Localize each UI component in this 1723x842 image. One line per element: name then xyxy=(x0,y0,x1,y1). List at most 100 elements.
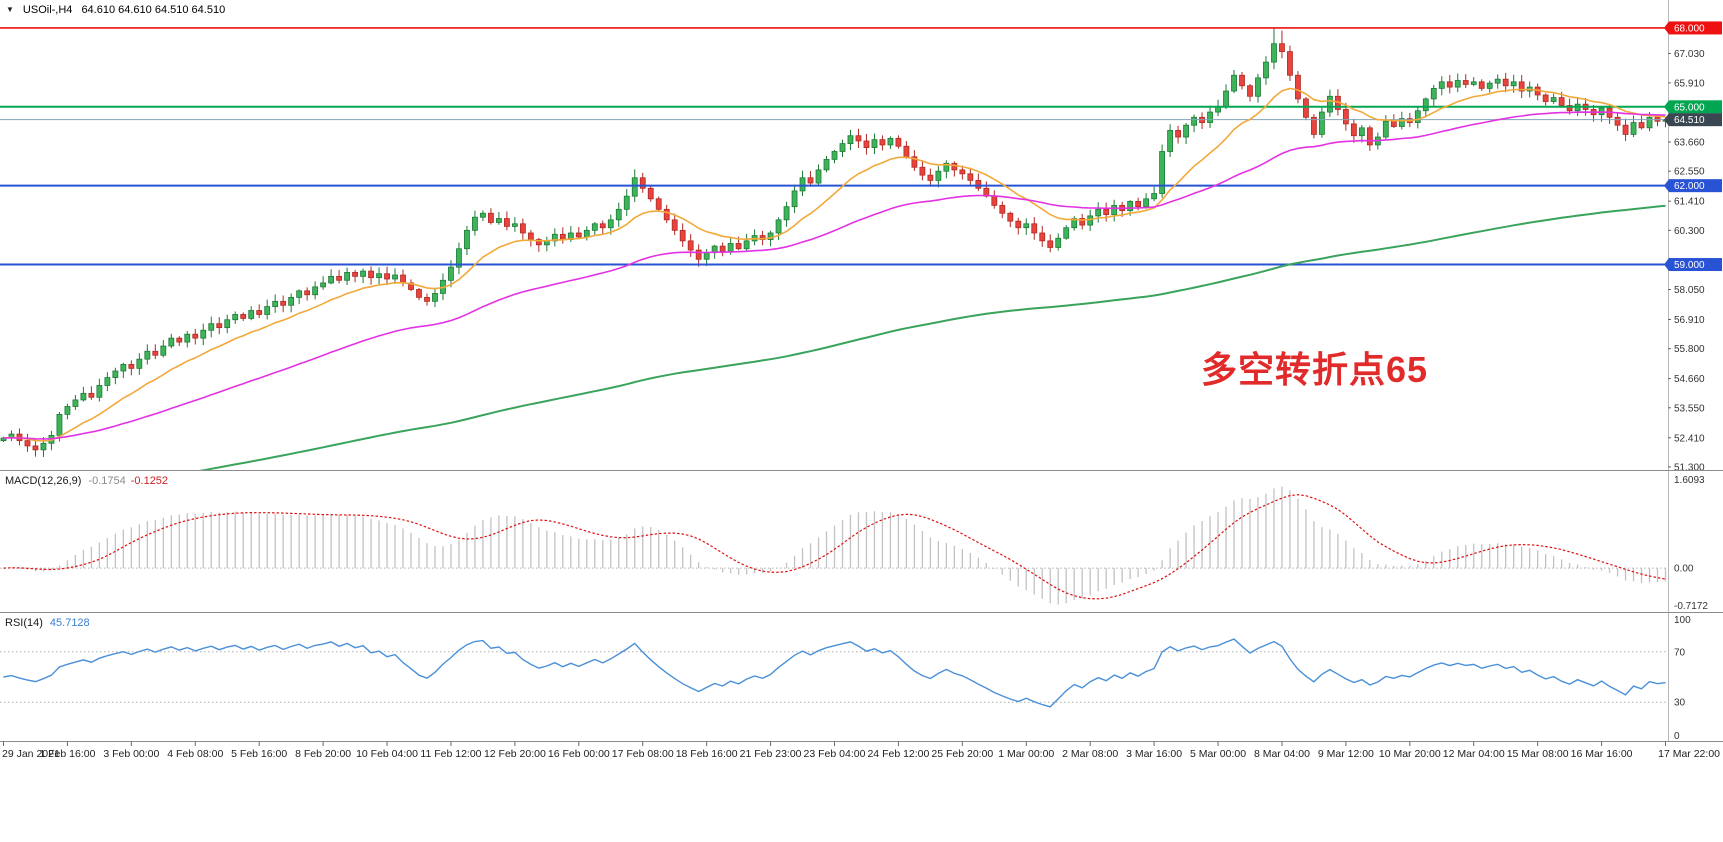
candle xyxy=(799,177,806,192)
candle xyxy=(1366,127,1373,146)
time-label: 5 Mar 00:00 xyxy=(1190,748,1246,760)
candle xyxy=(1422,98,1429,112)
candle xyxy=(1279,43,1285,52)
candle xyxy=(807,177,814,184)
candle xyxy=(1311,116,1317,135)
candle xyxy=(336,275,342,281)
price-tick-label: 60.300 xyxy=(1674,226,1705,237)
candle xyxy=(392,274,398,280)
candle xyxy=(1414,110,1421,123)
candle xyxy=(1063,227,1070,239)
moving-averages xyxy=(3,87,1666,470)
price-tick-label: 52.410 xyxy=(1674,433,1705,444)
time-label: 17 Mar 22:00 xyxy=(1658,748,1720,760)
candle xyxy=(967,173,974,181)
time-label: 3 Mar 16:00 xyxy=(1126,748,1182,760)
time-label: 16 Mar 16:00 xyxy=(1571,748,1633,760)
candle xyxy=(224,319,231,329)
candle xyxy=(1478,81,1485,89)
candle xyxy=(80,392,87,401)
candle xyxy=(160,345,167,356)
symbol-timeframe-label: USOil-,H4 xyxy=(22,4,73,16)
candle xyxy=(1207,111,1213,123)
candle xyxy=(1079,218,1086,226)
candle xyxy=(591,223,598,231)
time-label: 12 Feb 20:00 xyxy=(484,748,546,760)
candle xyxy=(368,270,374,279)
candle xyxy=(480,212,486,218)
price-tick-label: 65.910 xyxy=(1674,78,1705,89)
macd-indicator-label: MACD(12,26,9) -0.1754 -0.1252 xyxy=(5,475,168,487)
candle xyxy=(919,166,926,176)
annotation-text[interactable]: 多空转折点65 xyxy=(1201,349,1429,390)
rsi-axis-label: 70 xyxy=(1674,647,1686,658)
candle xyxy=(687,240,694,251)
candle xyxy=(488,212,494,223)
time-label: 8 Feb 20:00 xyxy=(295,748,351,760)
candle xyxy=(663,208,670,221)
macd-axis-label: 1.6093 xyxy=(1674,475,1705,486)
price-tick-label: 63.660 xyxy=(1674,138,1705,149)
candle xyxy=(208,323,215,331)
candle xyxy=(432,293,438,302)
ma-fast-line xyxy=(3,87,1666,442)
price-badge-arrow xyxy=(1664,113,1669,127)
chevron-down-icon[interactable]: ▼ xyxy=(6,5,14,14)
candle xyxy=(735,243,742,250)
candle xyxy=(1263,61,1269,79)
candle xyxy=(791,190,798,208)
price-tick-label: 61.410 xyxy=(1674,197,1705,208)
rsi-axis-label: 30 xyxy=(1674,698,1686,709)
candle xyxy=(256,310,263,315)
candle xyxy=(1350,123,1357,137)
candle xyxy=(623,195,630,210)
candle xyxy=(264,306,271,315)
rsi-indicator-label: RSI(14) 45.7128 xyxy=(5,617,90,629)
price-badge-label: 59.000 xyxy=(1674,260,1705,271)
candle xyxy=(895,137,902,147)
candle xyxy=(855,135,862,142)
candle xyxy=(1231,74,1237,92)
time-label: 8 Mar 04:00 xyxy=(1254,748,1310,760)
candle xyxy=(216,323,223,329)
price-badge xyxy=(1669,113,1722,127)
candle xyxy=(416,289,422,298)
price-axis: 67.030 65.910 63.660 62.550 61.410 60.300 58.0… xyxy=(1664,0,1722,741)
candle xyxy=(527,232,534,240)
candle xyxy=(1239,74,1245,87)
candle xyxy=(1127,201,1134,212)
candle xyxy=(384,273,390,280)
time-label: 16 Feb 00:00 xyxy=(548,748,610,760)
price-badge-label: 68.000 xyxy=(1674,23,1705,34)
macd-axis-label: 0.00 xyxy=(1674,564,1694,575)
candle xyxy=(168,337,175,347)
candle xyxy=(360,270,366,277)
candle xyxy=(120,364,127,372)
candle xyxy=(496,218,502,223)
candle xyxy=(112,370,119,378)
candle xyxy=(88,392,95,398)
candle xyxy=(352,272,358,277)
price-badge-label: 62.000 xyxy=(1674,181,1705,192)
time-label: 1 Mar 00:00 xyxy=(998,748,1054,760)
candle xyxy=(1271,43,1277,63)
candle xyxy=(743,240,750,250)
price-badge-arrow xyxy=(1664,100,1669,114)
time-label: 9 Mar 12:00 xyxy=(1318,748,1374,760)
candle xyxy=(1646,116,1653,129)
candle xyxy=(935,170,942,181)
rsi-axis-label: 0 xyxy=(1674,731,1680,742)
candle xyxy=(1151,193,1158,200)
price-badge xyxy=(1669,21,1722,35)
macd-name: MACD(12,26,9) xyxy=(5,475,82,487)
candle xyxy=(703,252,710,260)
candle xyxy=(631,177,638,197)
candle xyxy=(671,219,678,231)
candle xyxy=(1247,85,1253,97)
candle xyxy=(1614,116,1621,126)
price-tick-label: 58.050 xyxy=(1674,285,1705,296)
price-badge-arrow xyxy=(1664,179,1669,193)
candle xyxy=(72,399,79,407)
